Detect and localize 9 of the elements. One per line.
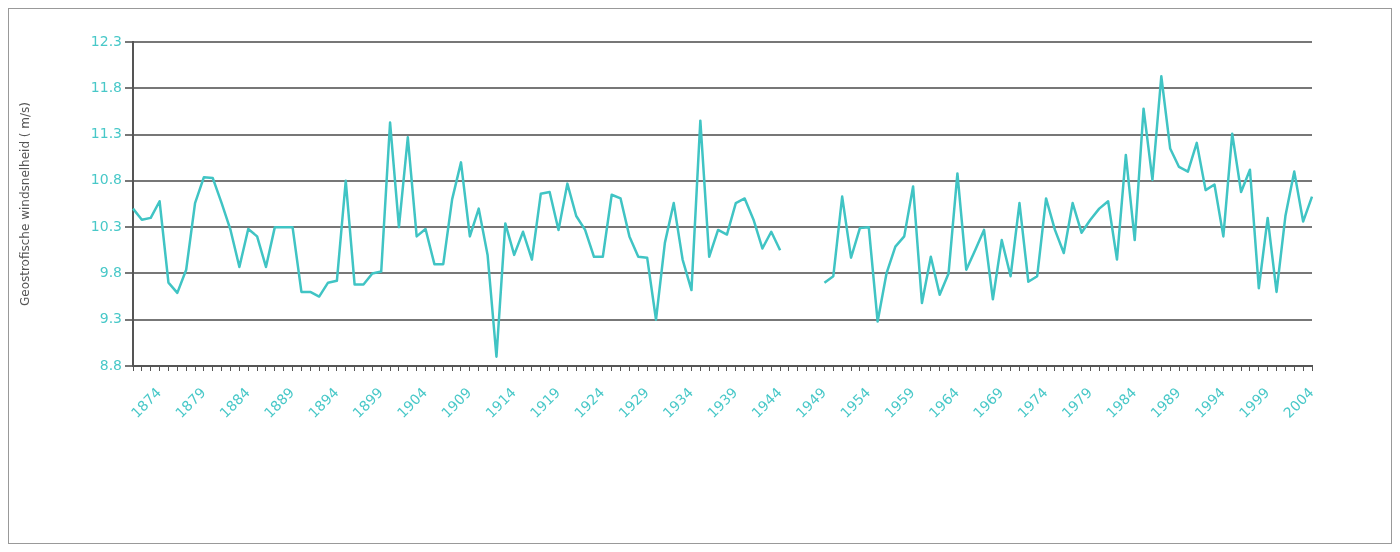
y-tick-label: 11.3 (90, 125, 122, 142)
y-tick-label: 9.8 (99, 264, 122, 281)
y-tick-label: 10.3 (90, 217, 122, 234)
y-axis-title: Geostrofische windsnelheid ( m/s) (18, 101, 33, 307)
y-tick-label: 10.8 (90, 171, 122, 188)
y-tick-label: 12.3 (90, 32, 122, 49)
y-tick-label: 11.8 (90, 78, 122, 95)
y-tick-label: 8.8 (99, 356, 122, 373)
y-tick-label: 9.3 (99, 310, 122, 327)
